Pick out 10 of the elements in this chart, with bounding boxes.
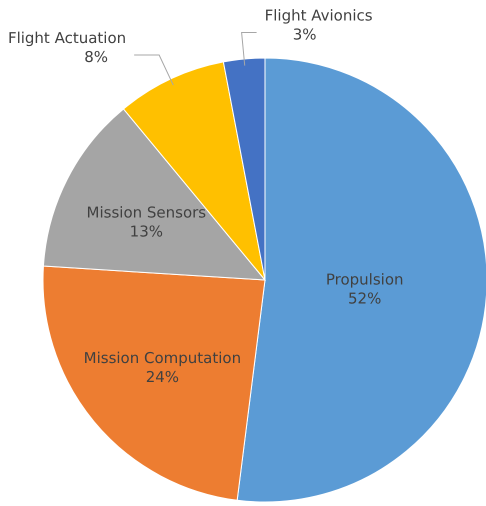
- data-label: 13%: [130, 222, 163, 241]
- slice-label: Mission Sensors: [86, 204, 206, 222]
- slice-label: Propulsion: [326, 270, 404, 288]
- data-label: 24%: [146, 368, 180, 386]
- data-label: 8%: [84, 48, 108, 66]
- slice-label: Mission Computation: [84, 348, 242, 367]
- data-label: 3%: [292, 25, 316, 44]
- data-label: 52%: [348, 289, 382, 308]
- slice-label: Flight Avionics: [264, 6, 373, 24]
- slice-label: Flight Actuation: [8, 29, 126, 48]
